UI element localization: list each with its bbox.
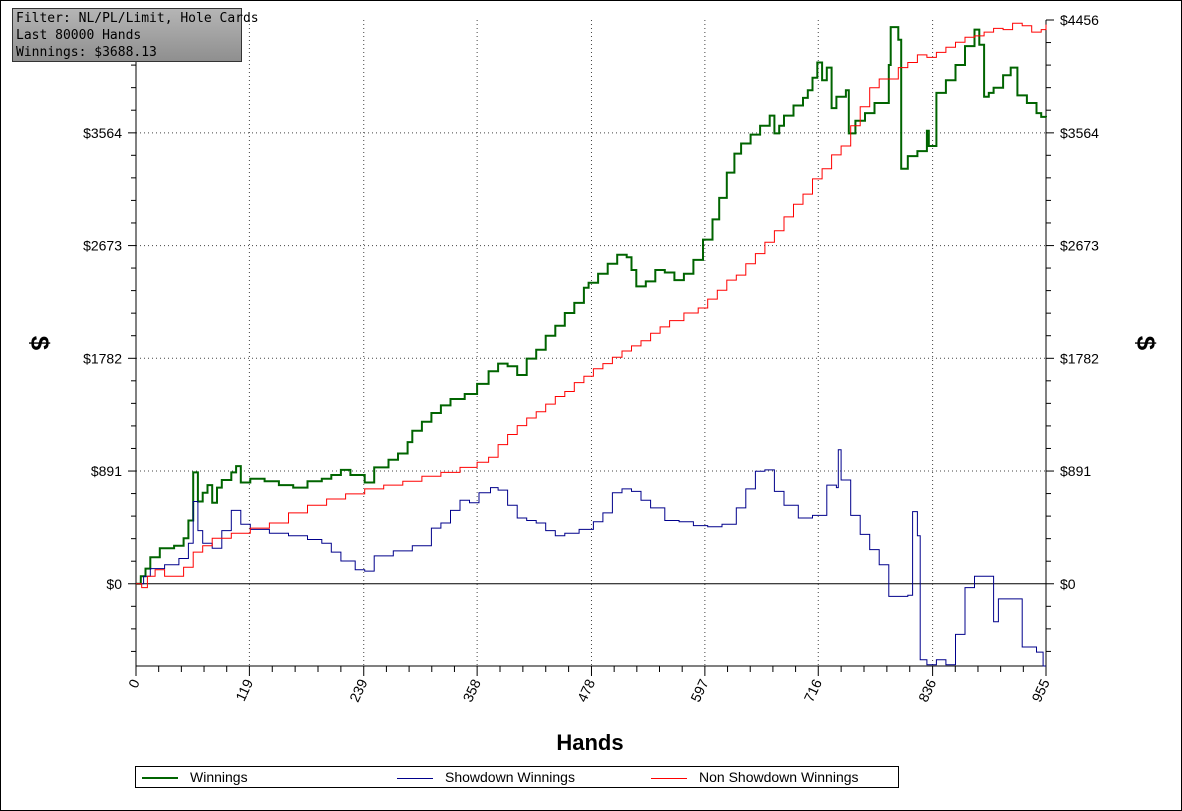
legend-label-winnings: Winnings: [190, 769, 248, 785]
chart-legend: Winnings Showdown Winnings Non Showdown …: [135, 766, 899, 788]
x-tick-label: 478: [574, 676, 598, 704]
y-axis-title-left: $: [25, 336, 55, 351]
legend-label-showdown: Showdown Winnings: [445, 769, 575, 785]
x-tick-label: 239: [346, 676, 370, 704]
filter-info-box: Filter: NL/PL/Limit, Hole Cards Last 800…: [12, 8, 259, 62]
y-tick-label-left: $891: [91, 463, 122, 479]
series-group: [136, 22, 1047, 667]
series-line-winnings: [136, 26, 1047, 585]
legend-item-non-showdown: Non Showdown Winnings: [645, 769, 859, 785]
axes: [128, 19, 1054, 676]
y-tick-label-left: $2673: [83, 238, 122, 254]
legend-swatch-non-showdown: [651, 777, 687, 779]
y-axis-title-right: $: [1131, 336, 1161, 351]
x-tick-label: 716: [801, 676, 825, 704]
y-tick-label-left: $0: [106, 576, 122, 592]
y-tick-label-left: $1782: [83, 350, 122, 366]
series-line-showdown-winnings: [136, 449, 1046, 667]
x-tick-label: 0: [125, 676, 143, 690]
legend-item-showdown: Showdown Winnings: [391, 769, 575, 785]
y-tick-label-right: $1782: [1060, 350, 1099, 366]
x-tick-label: 358: [459, 676, 483, 704]
grid: [136, 20, 1046, 666]
hands-count-text: Last 80000 Hands: [16, 28, 142, 43]
legend-swatch-showdown: [397, 777, 433, 779]
y-tick-label-right: $4456: [1060, 12, 1099, 28]
y-tick-label-right: $2673: [1060, 238, 1099, 254]
filter-text: Filter: NL/PL/Limit, Hole Cards: [16, 11, 259, 26]
y-tick-label-right: $891: [1060, 463, 1091, 479]
x-tick-label: 119: [232, 676, 256, 703]
x-axis-title: Hands: [556, 730, 623, 755]
series-line-non-showdown-winnings: [136, 22, 1047, 589]
legend-swatch-winnings: [142, 777, 178, 780]
y-tick-label-right: $0: [1060, 576, 1076, 592]
x-tick-label: 597: [687, 676, 711, 704]
y-tick-label-left: $3564: [83, 125, 122, 141]
winnings-total-text: Winnings: $3688.13: [16, 45, 157, 60]
x-tick-label: 836: [915, 676, 939, 704]
x-tick-label: 955: [1028, 676, 1052, 704]
y-tick-label-right: $3564: [1060, 125, 1099, 141]
legend-item-winnings: Winnings: [136, 769, 248, 785]
legend-label-non-showdown: Non Showdown Winnings: [699, 769, 859, 785]
